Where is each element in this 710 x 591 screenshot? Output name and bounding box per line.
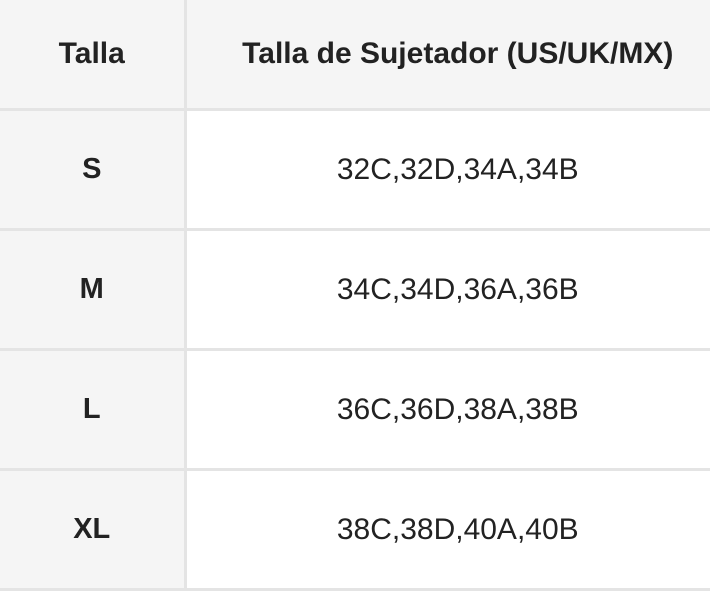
bra-size-cell: 36C,36D,38A,38B <box>183 348 710 471</box>
size-cell: M <box>0 228 187 351</box>
header-size: Talla <box>0 0 187 111</box>
bra-size-cell: 32C,32D,34A,34B <box>183 108 710 231</box>
table-row: L 36C,36D,38A,38B <box>0 348 710 471</box>
size-cell: XL <box>0 468 187 591</box>
size-cell: S <box>0 108 187 231</box>
bra-size-cell: 38C,38D,40A,40B <box>183 468 710 591</box>
header-bra-size: Talla de Sujetador (US/UK/MX) <box>183 0 710 111</box>
bra-size-cell: 34C,34D,36A,36B <box>183 228 710 351</box>
table-row: S 32C,32D,34A,34B <box>0 108 710 231</box>
table-row: M 34C,34D,36A,36B <box>0 228 710 351</box>
table-row: XL 38C,38D,40A,40B <box>0 468 710 591</box>
size-cell: L <box>0 348 187 471</box>
header-row: Talla Talla de Sujetador (US/UK/MX) <box>0 0 710 111</box>
